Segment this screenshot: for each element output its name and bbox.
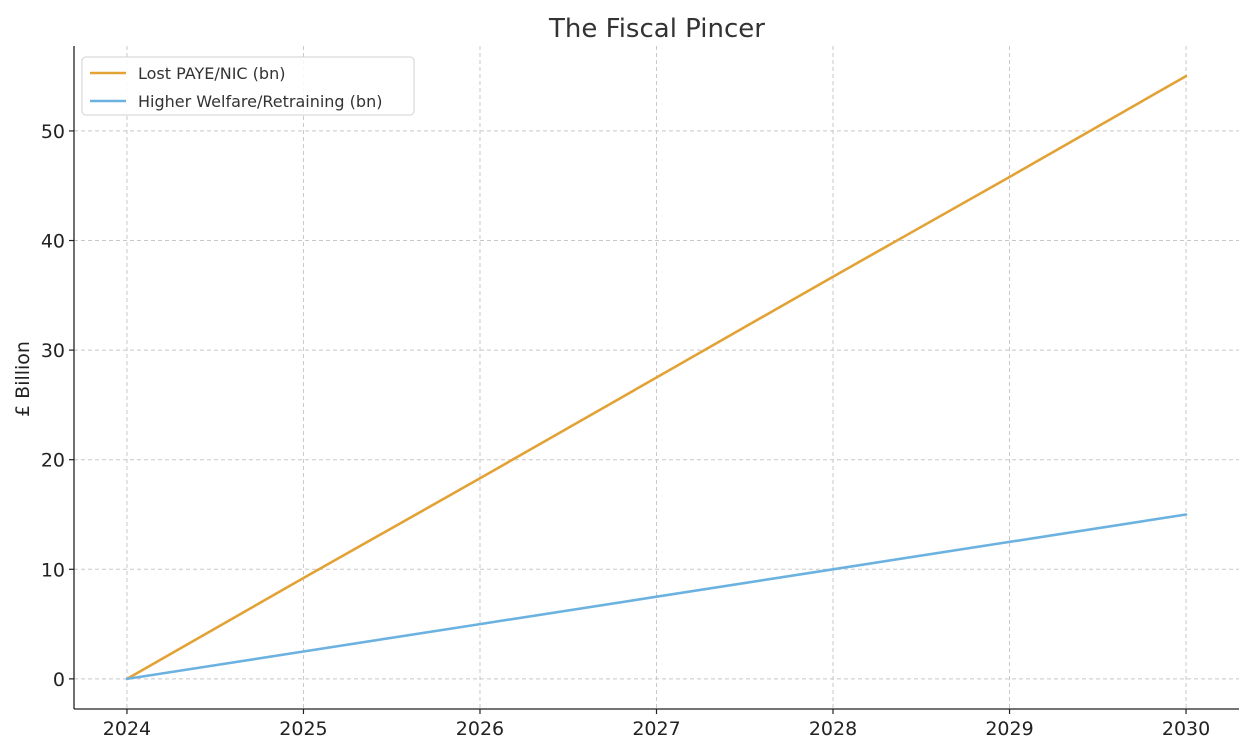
chart-title: The Fiscal Pincer — [548, 14, 765, 44]
y-tick-label: 0 — [53, 669, 65, 691]
series-lines — [125, 74, 1188, 681]
x-tick-label: 2025 — [279, 718, 327, 740]
series-line-0 — [125, 74, 1188, 681]
y-tick-label: 40 — [41, 231, 65, 253]
y-tick-label: 10 — [41, 559, 65, 581]
legend-entry: Higher Welfare/Retraining (bn) — [138, 92, 382, 111]
y-tick-label: 30 — [41, 340, 65, 362]
y-tick-label: 50 — [41, 121, 65, 143]
legend-entry: Lost PAYE/NIC (bn) — [138, 64, 285, 83]
x-tick-label: 2024 — [103, 718, 151, 740]
x-tick-label: 2026 — [456, 718, 504, 740]
y-axis-label: £ Billion — [12, 341, 34, 417]
x-tick-label: 2030 — [1162, 718, 1210, 740]
y-tick-label: 20 — [41, 450, 65, 472]
x-tick-label: 2028 — [809, 718, 857, 740]
x-tick-label: 2027 — [632, 718, 680, 740]
legend: Lost PAYE/NIC (bn) Higher Welfare/Retrain… — [81, 56, 415, 116]
x-tick-label: 2029 — [985, 718, 1033, 740]
legend-box — [81, 56, 415, 116]
series-line-1 — [125, 513, 1188, 681]
